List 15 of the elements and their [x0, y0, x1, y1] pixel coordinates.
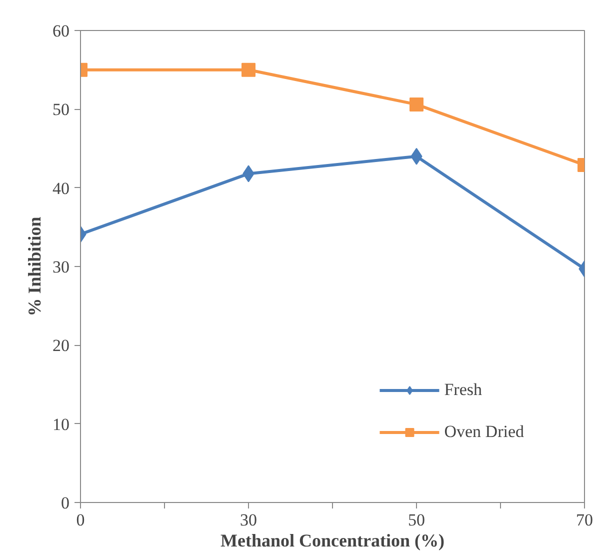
y-tick-label: 50 [52, 100, 70, 120]
x-axis-title: Methanol Concentration (%) [220, 530, 444, 550]
legend-label: Oven Dried [444, 422, 524, 442]
x-tick-label: 0 [76, 510, 85, 530]
y-tick-label: 40 [52, 178, 70, 198]
y-tick-label: 10 [52, 414, 70, 434]
x-tick-label: 50 [408, 510, 425, 530]
y-axis-title: % Inhibition [24, 216, 44, 316]
legend-label: Fresh [444, 380, 482, 400]
y-tick-label: 20 [52, 336, 70, 356]
x-tick-label: 70 [576, 510, 593, 530]
x-tick-label: 30 [240, 510, 257, 530]
y-tick-label: 0 [61, 494, 70, 512]
y-tick-label: 30 [52, 258, 70, 276]
y-tick-label: 60 [52, 22, 70, 40]
